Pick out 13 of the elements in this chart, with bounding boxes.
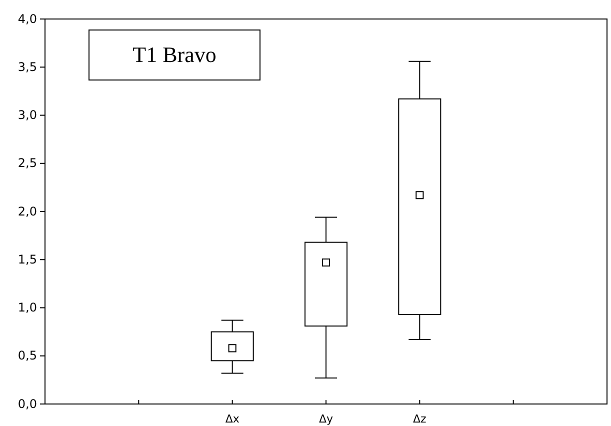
y-tick-label: 0,0 [18, 396, 37, 411]
x-tick-label: Δy [318, 412, 334, 426]
y-tick-label: 1,0 [18, 300, 37, 315]
x-tick-label: Δz [413, 412, 427, 426]
y-tick-label: 0,5 [18, 348, 37, 363]
title-frame: T1 Bravo [88, 30, 260, 80]
y-tick-label: 3,5 [18, 60, 37, 74]
y-tick-label: 3,0 [18, 108, 37, 122]
y-tick-label: 2,5 [18, 156, 37, 170]
x-tick-label: Δx [225, 412, 240, 426]
y-tick-label: 4,0 [18, 12, 37, 26]
y-tick-label: 2,0 [18, 204, 37, 218]
y-tick-label: 1,5 [18, 252, 37, 266]
